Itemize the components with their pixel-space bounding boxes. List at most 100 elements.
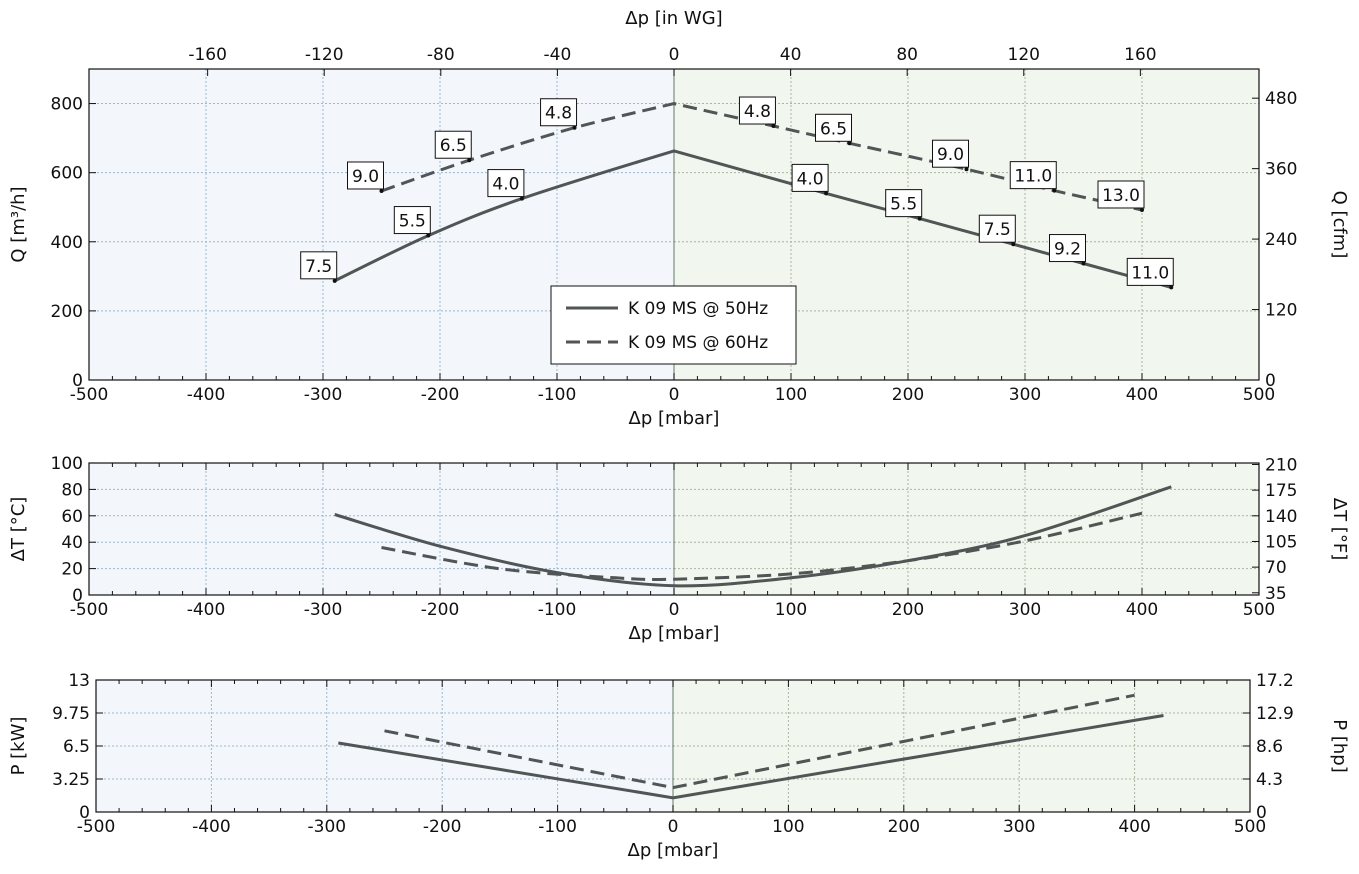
point-label-box [1097, 180, 1145, 209]
point-label-box [540, 98, 578, 127]
y2-tick-label: 480 [1265, 89, 1297, 109]
x-tick-label: -300 [304, 385, 343, 405]
x-tick-label: -200 [421, 600, 460, 620]
point-label: 11.0 [1009, 161, 1057, 190]
x-tick-label: -300 [304, 600, 343, 620]
point-label: 9.2 [1049, 234, 1086, 263]
x2-tick-label: 40 [780, 45, 802, 65]
data-point [519, 196, 524, 201]
series-line-60hz [381, 102, 1143, 212]
x-tick-label: 100 [775, 385, 807, 405]
y-tick-label: 800 [51, 95, 83, 115]
legend: K 09 MS @ 50Hz K 09 MS @ 60Hz [550, 285, 797, 365]
x-tick-label: 300 [1009, 385, 1041, 405]
x-axis-label: Δp [mbar] [629, 623, 720, 644]
x-tick-label: 400 [1126, 600, 1158, 620]
x-tick-label: 0 [669, 600, 680, 620]
x-tick-label: 400 [1126, 385, 1158, 405]
x-tick-label: -200 [423, 817, 462, 837]
data-point [824, 191, 829, 196]
series-line-60hz [384, 693, 1135, 790]
point-label-text: 9.0 [937, 145, 964, 165]
point-label-box [932, 139, 969, 168]
y2-tick-label: 70 [1265, 558, 1287, 578]
legend-label: K 09 MS @ 60Hz [628, 333, 768, 353]
y-tick-label: 600 [51, 164, 83, 184]
x2-tick-label: -40 [544, 45, 572, 65]
y2-tick-label: 35 [1265, 584, 1287, 604]
x2-tick-label: 120 [1008, 45, 1040, 65]
point-label: 11.0 [1126, 257, 1174, 286]
legend-box [550, 285, 797, 365]
point-label: 9.0 [347, 161, 384, 190]
x2-tick-label: 160 [1124, 45, 1156, 65]
data-point [964, 167, 969, 172]
point-label: 4.8 [738, 96, 776, 125]
point-label: 13.0 [1097, 180, 1145, 209]
series-line-50hz [338, 714, 1164, 800]
point-label-box [1126, 257, 1174, 286]
point-label-box [738, 96, 776, 125]
y-tick-label: 0 [79, 803, 90, 823]
data-point [379, 188, 384, 193]
point-label-text: 7.5 [305, 257, 332, 277]
y2-axis-label: P [hp] [1329, 719, 1350, 772]
point-label-box [1049, 234, 1086, 263]
y-axis-label: Q [m³/h] [8, 186, 29, 262]
point-label: 5.5 [393, 206, 431, 235]
y2-tick-label: 0 [1256, 803, 1267, 823]
point-label-text: 4.0 [492, 175, 519, 195]
data-point [426, 233, 431, 238]
point-label-text: 4.8 [545, 104, 572, 124]
x-tick-label: -500 [70, 385, 109, 405]
point-label: 5.5 [885, 189, 923, 218]
x-tick-label: -400 [192, 817, 231, 837]
y2-axis-label: ΔT [°F] [1329, 498, 1350, 560]
x2-tick-label: -160 [188, 45, 227, 65]
y2-tick-label: 360 [1265, 160, 1297, 180]
point-label: 6.5 [815, 113, 852, 142]
point-label-text: 4.8 [744, 102, 771, 122]
data-point [1011, 242, 1016, 247]
point-label-text: 4.0 [797, 169, 824, 189]
data-point [847, 141, 852, 146]
point-label-text: 9.2 [1054, 240, 1081, 260]
point-label-box [1009, 161, 1057, 190]
x-axis-label: Δp [mbar] [629, 408, 720, 429]
x-tick-label: 200 [888, 817, 920, 837]
x-tick-label: 100 [772, 817, 804, 837]
y-tick-label: 6.5 [63, 737, 90, 757]
y-tick-label: 80 [61, 480, 83, 500]
panel-1: -500 -400 -300 -200 -100 0 100 200 300 400 5000200… [8, 8, 1350, 429]
data-point [572, 125, 577, 130]
point-label: 6.5 [434, 130, 472, 159]
y-axis-label: ΔT [°C] [8, 497, 29, 562]
point-label: 9.0 [932, 139, 969, 168]
point-label-text: 7.5 [984, 220, 1011, 240]
x-tick-label: 0 [669, 385, 680, 405]
x2-tick-label: -120 [305, 45, 344, 65]
point-label-text: 6.5 [440, 136, 467, 156]
panel-2: -500 -400 -300 -200 -100 0 100 200 300 400 500 0 20 4… [8, 454, 1350, 644]
x-tick-label: 200 [892, 385, 924, 405]
y-tick-label: 400 [51, 233, 83, 253]
data-point [1052, 188, 1057, 193]
point-label-box [300, 251, 338, 280]
y2-tick-label: 12.9 [1256, 704, 1294, 724]
y-tick-label: 100 [51, 454, 83, 474]
point-label-text: 11.0 [1014, 167, 1052, 187]
y2-tick-label: 210 [1265, 455, 1297, 475]
y2-tick-label: 17.2 [1256, 671, 1294, 691]
data-point [1140, 207, 1144, 212]
series-line-60hz [381, 511, 1143, 581]
y-tick-label: 200 [51, 302, 83, 322]
x-tick-label: -500 [77, 817, 116, 837]
x2-tick-label: 80 [896, 45, 918, 65]
point-label: 4.0 [487, 169, 525, 198]
x-tick-label: 500 [1243, 385, 1275, 405]
y-tick-label: 0 [72, 586, 83, 606]
x-tick-label: -400 [187, 600, 226, 620]
x-tick-label: 400 [1118, 817, 1150, 837]
point-label: 4.0 [791, 163, 829, 192]
point-label-text: 11.0 [1131, 263, 1169, 283]
